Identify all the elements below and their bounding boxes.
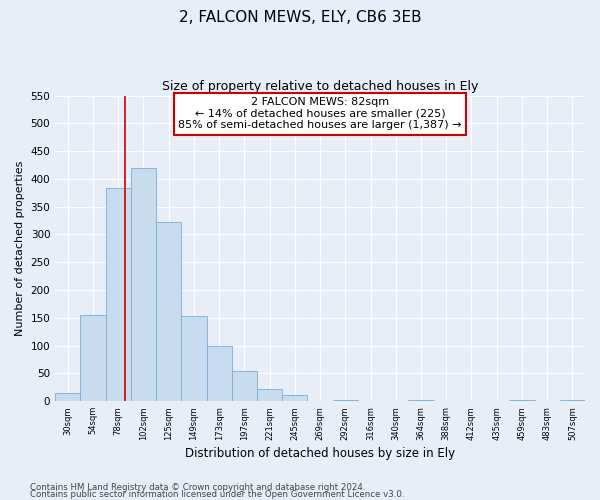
Bar: [80, 315, 106, 401]
Bar: [206, 346, 232, 401]
Text: 2, FALCON MEWS, ELY, CB6 3EB: 2, FALCON MEWS, ELY, CB6 3EB: [179, 10, 421, 25]
Y-axis label: Number of detached properties: Number of detached properties: [15, 160, 25, 336]
Bar: [181, 316, 206, 401]
Bar: [131, 168, 156, 401]
Text: Contains public sector information licensed under the Open Government Licence v3: Contains public sector information licen…: [30, 490, 404, 499]
Bar: [257, 389, 282, 401]
Bar: [232, 370, 257, 401]
Text: 2 FALCON MEWS: 82sqm
← 14% of detached houses are smaller (225)
85% of semi-deta: 2 FALCON MEWS: 82sqm ← 14% of detached h…: [178, 97, 462, 130]
Bar: [282, 394, 307, 401]
Bar: [409, 400, 434, 401]
Bar: [55, 393, 80, 401]
Bar: [509, 400, 535, 401]
Bar: [332, 400, 358, 401]
Title: Size of property relative to detached houses in Ely: Size of property relative to detached ho…: [162, 80, 478, 93]
Bar: [156, 222, 181, 401]
Text: Contains HM Land Registry data © Crown copyright and database right 2024.: Contains HM Land Registry data © Crown c…: [30, 484, 365, 492]
Bar: [106, 188, 131, 401]
Bar: [560, 400, 585, 401]
X-axis label: Distribution of detached houses by size in Ely: Distribution of detached houses by size …: [185, 447, 455, 460]
